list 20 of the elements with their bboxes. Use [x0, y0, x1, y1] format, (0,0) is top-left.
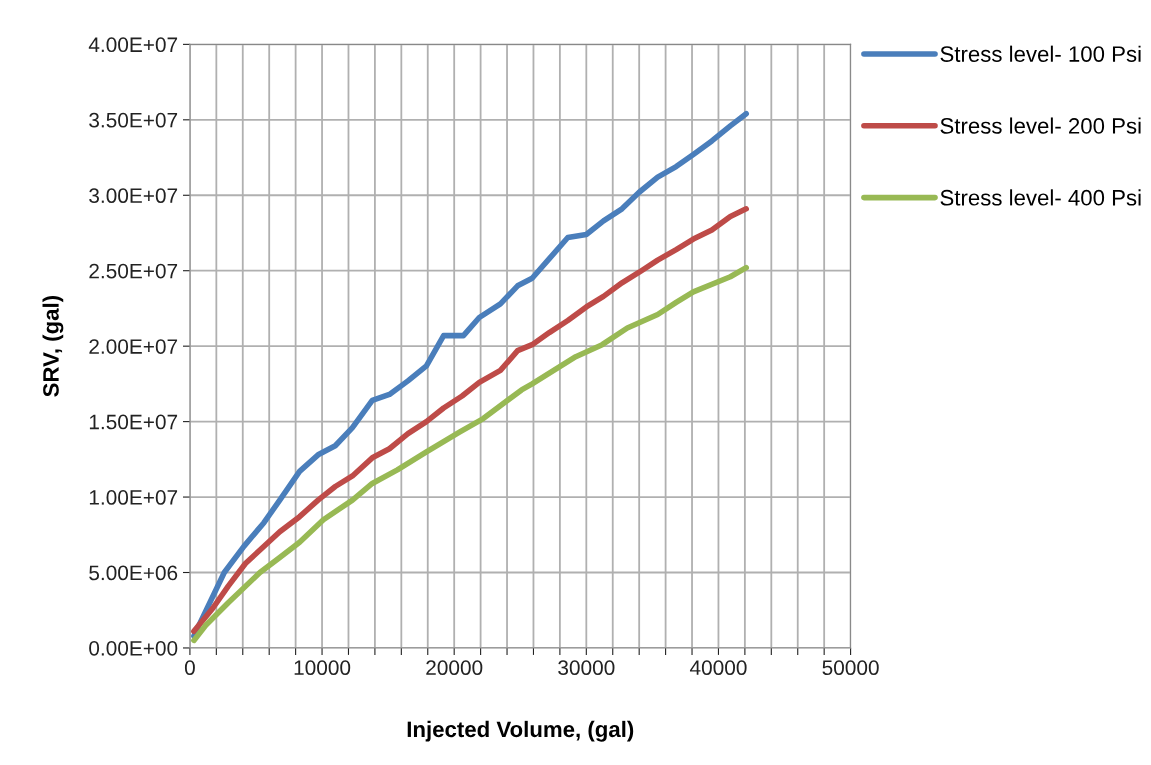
- y-axis-title: SRV, (gal): [42, 296, 64, 397]
- y-tick-label: 4.00E+07: [88, 37, 178, 53]
- legend-label: Stress level- 100 Psi: [940, 45, 1141, 62]
- y-tick-label: 2.50E+07: [89, 263, 178, 279]
- y-tick-label: 3.50E+07: [89, 112, 178, 128]
- x-tick-label: 10000: [294, 660, 351, 676]
- y-tick-label: 1.00E+07: [89, 490, 178, 505]
- legend-label: Stress level- 400 Psi: [940, 189, 1141, 206]
- x-tick-label: 40000: [689, 660, 747, 676]
- x-tick-label: 30000: [558, 660, 615, 676]
- x-axis-title: Injected Volume, (gal): [407, 720, 634, 742]
- y-tick-label: 3.00E+07: [89, 188, 178, 204]
- x-tick-label: 50000: [822, 660, 879, 676]
- y-tick-label: 5.00E+06: [89, 565, 178, 581]
- y-tick-label: 1.50E+07: [89, 414, 178, 430]
- y-tick-label: 2.00E+07: [89, 339, 178, 354]
- x-tick-label: 0: [184, 660, 195, 676]
- legend-label: Stress level- 200 Psi: [940, 117, 1141, 134]
- y-tick-label: 0.00E+00: [89, 640, 178, 656]
- x-tick-label: 20000: [426, 660, 483, 676]
